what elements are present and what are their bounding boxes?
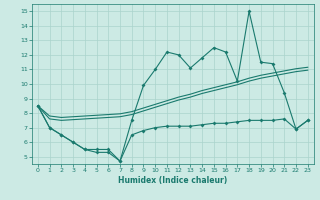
X-axis label: Humidex (Indice chaleur): Humidex (Indice chaleur) <box>118 176 228 185</box>
